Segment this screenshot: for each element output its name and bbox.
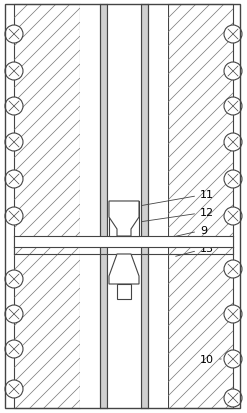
Circle shape [224, 260, 242, 278]
Bar [109, 202, 139, 236]
Text: 9: 9 [171, 225, 207, 238]
Circle shape [5, 207, 23, 225]
Text: 10: 10 [200, 354, 221, 364]
Circle shape [224, 26, 242, 44]
Circle shape [5, 63, 23, 81]
Text: 13: 13 [176, 243, 214, 256]
Circle shape [5, 271, 23, 288]
Circle shape [5, 380, 23, 398]
Circle shape [5, 134, 23, 152]
Circle shape [224, 63, 242, 81]
Bar [14, 236, 233, 247]
Bar [107, 5, 141, 408]
Bar [100, 5, 107, 408]
Circle shape [224, 389, 242, 407]
Polygon shape [109, 254, 139, 284]
Circle shape [5, 98, 23, 116]
Circle shape [5, 340, 23, 358]
Bar [168, 5, 233, 408]
Text: 12: 12 [142, 207, 214, 222]
Circle shape [224, 134, 242, 152]
Circle shape [224, 350, 242, 368]
Circle shape [224, 305, 242, 323]
Bar [141, 5, 148, 408]
Circle shape [224, 171, 242, 189]
Text: 11: 11 [142, 190, 214, 206]
Circle shape [224, 98, 242, 116]
Bar [14, 5, 80, 408]
Circle shape [5, 171, 23, 189]
Circle shape [5, 305, 23, 323]
Circle shape [5, 26, 23, 44]
Polygon shape [109, 202, 139, 236]
Circle shape [224, 207, 242, 225]
Bar [117, 284, 131, 299]
Bar [80, 5, 168, 408]
